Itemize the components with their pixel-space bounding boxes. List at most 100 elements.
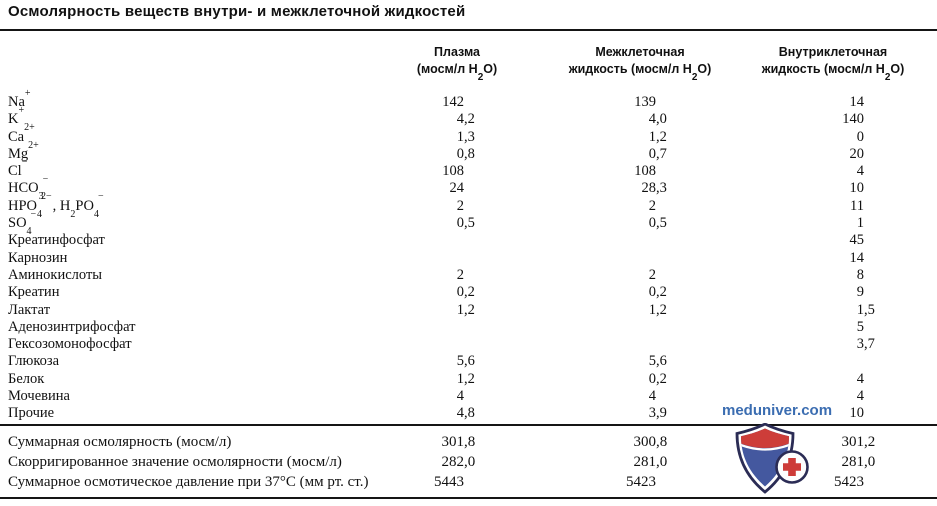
value-cell: 5,6 [648,353,667,370]
value-cell: 0,2 [456,284,475,301]
value-cell: 108 [442,163,464,180]
value-cell: 4 [648,388,656,405]
value-cell: 9 [856,284,864,301]
value-cell [477,250,669,267]
table-row: Белок 1,2 0,2 4 [0,371,937,388]
row-label: Аминокислоты [8,266,103,283]
table-row: Карнозин 14 [0,250,937,267]
value-cell: 301,2 [841,434,876,450]
table-row: K+ 4,2 4,0 140 [0,105,937,128]
row-label: Креатин [8,284,60,301]
row-label: Белок [8,370,45,387]
row-label: Мочевина [8,388,70,405]
row-label: Лактат [8,301,51,318]
medical-shield-icon [735,423,809,494]
table-row: Гексозомонофосфат 3,7 [0,336,937,353]
value-cell: 0,7 [648,145,667,162]
value-cell: 45 [849,232,865,249]
watermark-text: meduniver.com [722,402,833,419]
column-header-line1: Межклеточная [595,45,685,59]
table-row: Cl− 108 108 4 [0,156,937,180]
table-row: Na+ 142 139 14 [0,87,937,111]
column-header: Внутриклеточная жидкость (мосм/л H2O) [761,44,905,83]
value-cell: 142 [442,94,464,110]
value-cell: 4 [856,388,864,405]
value-cell: 281,0 [841,454,876,470]
row-label: SO4− [8,208,37,237]
value-cell [390,319,477,336]
row-label: Суммарное осмотическое давление при 37°С… [8,474,369,490]
value-cell: 108 [634,163,656,180]
row-label: Гексозомонофосфат [8,336,132,353]
value-cell: 20 [849,145,865,162]
value-cell [477,232,669,249]
value-cell: 14 [849,249,865,266]
value-cell: 10 [849,180,865,197]
table-row: Скорригированное значение осмолярности (… [0,452,937,472]
value-cell: 4,8 [456,405,475,422]
value-cell: 5 [856,318,864,335]
value-cell: 2 [648,266,656,283]
value-cell: 5423 [834,474,864,490]
table-row: Mg2+ 0,8 0,7 20 [0,139,937,163]
row-label: Прочие [8,405,55,422]
value-cell: 3,9 [648,405,667,422]
column-header-line1: Внутриклеточная [778,45,888,59]
table-row: HCO3− 24 28,3 10 [0,174,937,203]
value-cell: 301,8 [441,434,476,450]
value-cell [390,232,477,249]
value-cell: 0,5 [648,215,667,232]
value-cell: 4,0 [648,111,667,128]
column-header: Плазма (мосм/л H2O) [417,44,497,82]
value-cell: 3,7 [856,336,875,353]
table-title: Осмолярность веществ внутри- и межклеточ… [8,3,466,20]
value-cell: 1,2 [456,301,475,318]
row-label: HCO3− [8,174,49,203]
table-row: Лактат 1,2 1,2 1,5 [0,302,937,319]
table-row: Креатинфосфат 45 [0,232,937,249]
row-label: Ca2+ [8,122,35,145]
table-row: Прочие 4,8 3,9 10 [0,405,937,422]
value-cell [477,336,669,353]
column-header-line2: жидкость (мосм/л H2O) [568,62,712,83]
row-label: Mg2+ [8,139,39,162]
value-cell [477,319,669,336]
value-cell [390,250,477,267]
value-cell: 1,2 [456,370,475,387]
column-header: Межклеточная жидкость (мосм/л H2O) [568,44,712,83]
table-row: Суммарная осмолярность (мосм/л) 301,8 300,… [0,432,937,452]
value-cell: 4 [856,163,864,180]
value-cell: 4,2 [456,111,475,128]
column-headers: Плазма (мосм/л H2O) Межклеточная жидкость (… [0,44,937,84]
table-row: Аминокислоты 2 2 8 [0,267,937,284]
row-label: Суммарная осмолярность (мосм/л) [8,434,232,450]
table-row: Мочевина 4 4 4 [0,388,937,405]
value-cell: 140 [842,111,864,128]
value-cell: 10 [849,405,865,422]
table-body: Na+ 142 139 14 K+ 4,2 4,0 140 Ca2+ 1,3 1,2 0 Mg2+ 0,8… [0,87,937,423]
table-summary: Суммарная осмолярность (мосм/л) 301,8 300,… [0,432,937,492]
value-cell: 0,5 [456,215,475,232]
table-row: Ca2+ 1,3 1,2 0 [0,122,937,146]
red-cross-icon [783,458,801,476]
value-cell: 5423 [626,474,656,490]
value-cell: 4 [856,370,864,387]
row-label: Cl− [8,156,28,180]
column-header-line1: Плазма [434,45,480,59]
row-label: HPO42−, H2PO4− [8,191,104,220]
value-cell: 5,6 [456,353,475,370]
table-row: HPO42−, H2PO4− 2 2 11 [0,191,937,220]
value-cell: 0,2 [648,284,667,301]
row-label: Na+ [8,87,31,110]
table-row: SO4− 0,5 0,5 1 [0,208,937,237]
value-cell: 4 [456,388,464,405]
table-row: Креатин 0,2 0,2 9 [0,284,937,301]
value-cell: 0 [856,128,864,145]
column-header-line2: жидкость (мосм/л H2O) [761,62,905,83]
table-row: Суммарное осмотическое давление при 37°С… [0,472,937,492]
value-cell: 1,3 [456,128,475,145]
value-cell: 2 [648,197,656,214]
row-label: Глюкоза [8,353,60,370]
value-cell: 2 [456,266,464,283]
value-cell: 24 [449,180,465,197]
